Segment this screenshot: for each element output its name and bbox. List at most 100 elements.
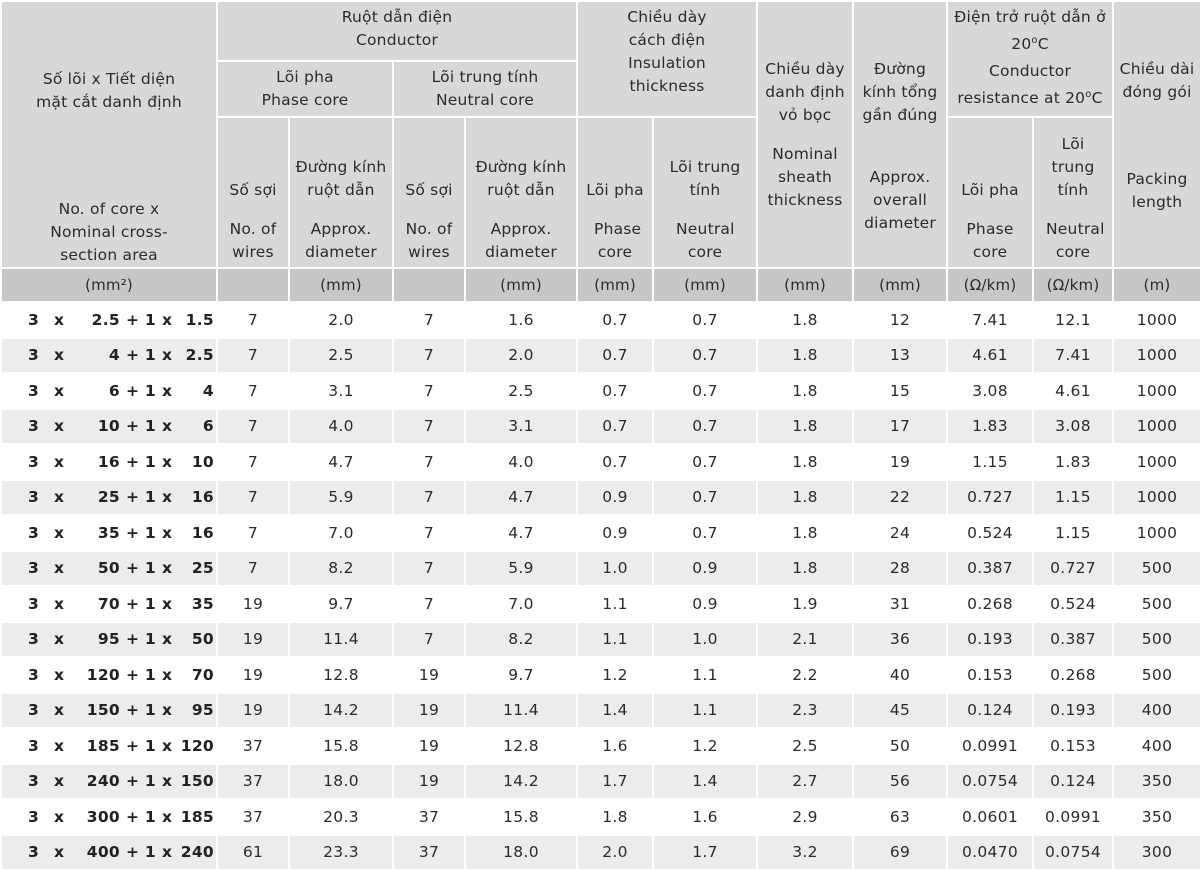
cell-od: 15 — [852, 372, 949, 410]
size-part-plus: + 1 — [125, 310, 157, 329]
size-part-plus: + 1 — [125, 594, 157, 613]
cell-in: 1.2 — [652, 727, 759, 765]
size-part-x2: x — [162, 417, 173, 436]
cell-rn: 0.268 — [1032, 656, 1115, 694]
unit-ins-neutral: (mm) — [652, 267, 759, 303]
cell-pw: 19 — [216, 656, 290, 694]
cell-ip: 1.0 — [576, 549, 655, 587]
cell-pw: 7 — [216, 407, 290, 445]
cell-rp: 0.268 — [946, 585, 1035, 623]
cell-pd: 2.5 — [288, 336, 394, 374]
cell-od: 69 — [852, 833, 949, 871]
cell-size: 3 x 25 + 1 x 16 — [0, 478, 218, 516]
size-part-n: 3 — [28, 665, 40, 684]
header-conductor-en: Conductor — [355, 31, 439, 49]
cell-pd: 14.2 — [288, 691, 394, 729]
cell-od: 31 — [852, 585, 949, 623]
cell-nw: 37 — [392, 833, 466, 871]
size-part-x: x — [54, 807, 65, 826]
size-part-plus: + 1 — [125, 488, 157, 507]
cell-rp: 0.0754 — [946, 762, 1035, 800]
cell-nd: 4.0 — [463, 443, 579, 481]
header-resistance-neutral: Lõi trung tính Neutral core — [1032, 115, 1115, 270]
cell-in: 1.1 — [652, 656, 759, 694]
resistance-vi-unit: C — [1037, 35, 1049, 54]
unit-neutral-diameter: (mm) — [463, 267, 579, 303]
cell-nd: 2.5 — [463, 372, 579, 410]
size-part-x: x — [54, 736, 65, 755]
cell-od: 45 — [852, 691, 949, 729]
cell-sh: 1.8 — [756, 478, 855, 516]
size-part-n: 3 — [28, 417, 40, 436]
unit-packing: (m) — [1112, 267, 1200, 303]
cell-len: 400 — [1112, 727, 1200, 765]
res-phase-vi: Lõi pha — [961, 181, 1019, 199]
cell-ip: 0.9 — [576, 514, 655, 552]
size-part-x2: x — [162, 381, 173, 400]
unit-res-neutral: (Ω/km) — [1032, 267, 1115, 303]
ins-neutral-en: Neutral core — [676, 220, 735, 261]
degree-sign: o — [1031, 35, 1038, 46]
cell-rp: 0.0601 — [946, 798, 1035, 836]
cell-pw: 7 — [216, 549, 290, 587]
cell-sh: 1.8 — [756, 372, 855, 410]
resistance-vi-text: Điện trở ruột dẫn ở 20 — [954, 8, 1106, 54]
cell-rp: 0.524 — [946, 514, 1035, 552]
cell-pw: 7 — [216, 478, 290, 516]
cell-rp: 0.0470 — [946, 833, 1035, 871]
cell-len: 1000 — [1112, 301, 1200, 339]
size-part-x2: x — [162, 772, 173, 791]
cell-rp: 0.193 — [946, 620, 1035, 658]
cell-nd: 7.0 — [463, 585, 579, 623]
cell-sh: 1.8 — [756, 336, 855, 374]
res-neutral-en: Neutral core — [1046, 220, 1105, 261]
cell-in: 0.9 — [652, 585, 759, 623]
res-phase-en: Phase core — [966, 220, 1014, 261]
cell-ip: 1.4 — [576, 691, 655, 729]
cell-rn: 1.83 — [1032, 443, 1115, 481]
header-neutral-diameter: Đường kính ruột dẫn Approx. diameter — [463, 115, 579, 270]
cell-rp: 3.08 — [946, 372, 1035, 410]
size-part-nt: 50 — [191, 630, 214, 649]
header-size-en: No. of core x Nominal cross-section area — [50, 200, 168, 264]
header-insulation-phase: Lõi pha Phase core — [576, 115, 655, 270]
header-resistance-en: Conductor resistance at 20oC — [950, 60, 1110, 110]
cell-len: 1000 — [1112, 478, 1200, 516]
cell-nd: 9.7 — [463, 656, 579, 694]
cell-nd: 11.4 — [463, 691, 579, 729]
header-phase-diameter: Đường kính ruột dẫn Approx. diameter — [288, 115, 394, 270]
cell-in: 0.7 — [652, 443, 759, 481]
cell-nw: 7 — [392, 478, 466, 516]
header-phase-wires: Số sợi No. of wires — [216, 115, 290, 270]
size-part-x2: x — [162, 736, 173, 755]
size-part-x2: x — [162, 630, 173, 649]
header-overall-en: Approx. overall diameter — [864, 168, 936, 232]
cell-rp: 1.83 — [946, 407, 1035, 445]
cell-nd: 8.2 — [463, 620, 579, 658]
unit-phase-wires — [216, 267, 290, 303]
size-part-x: x — [54, 452, 65, 471]
unit-phase-diameter: (mm) — [288, 267, 394, 303]
size-part-x2: x — [162, 452, 173, 471]
cell-len: 500 — [1112, 585, 1200, 623]
units-row: (mm²) (mm) (mm) (mm) (mm) (mm) (mm) (Ω/k… — [0, 267, 1200, 303]
header-neutral-core: Lõi trung tính Neutral core — [391, 60, 579, 118]
cell-rp: 0.0991 — [946, 727, 1035, 765]
res-neutral-vi: Lõi trung tính — [1051, 135, 1095, 199]
cell-pd: 18.0 — [288, 762, 394, 800]
unit-ins-phase: (mm) — [576, 267, 655, 303]
size-part-n: 3 — [28, 381, 40, 400]
cell-sh: 2.5 — [756, 727, 855, 765]
size-part-x2: x — [162, 807, 173, 826]
phase-wires-en: No. of wires — [229, 220, 277, 261]
cell-len: 1000 — [1112, 407, 1200, 445]
cell-ip: 1.8 — [576, 798, 655, 836]
size-part-n: 3 — [28, 843, 40, 862]
size-part-x: x — [54, 523, 65, 542]
resistance-en-unit: C — [1091, 89, 1103, 108]
cell-nw: 7 — [392, 585, 466, 623]
table-row: 3 x 150 + 1 x 95 19 14.2 19 11.4 1.4 1.1 2.3 45 0.124 0… — [0, 691, 1200, 729]
